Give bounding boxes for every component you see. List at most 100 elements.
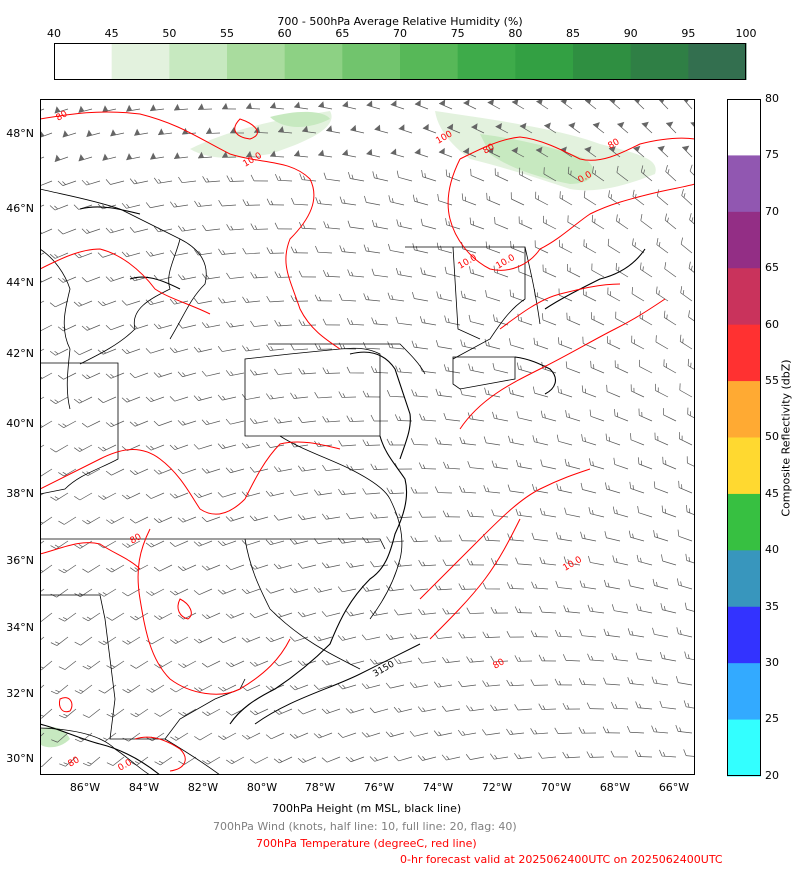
wind-barb <box>158 128 173 136</box>
wind-barb <box>362 439 381 446</box>
wind-barb <box>514 606 533 614</box>
wind-barb <box>632 189 645 206</box>
wind-barb <box>273 563 293 570</box>
wind-barb <box>121 251 141 258</box>
wind-barb <box>126 153 141 161</box>
wind-barb <box>507 484 525 494</box>
wind-barb <box>566 312 581 326</box>
wind-barb <box>435 437 453 446</box>
wind-barb <box>567 166 581 182</box>
humidity-tick-label: 50 <box>162 27 177 40</box>
wind-barb <box>411 389 429 398</box>
wind-barb <box>249 612 269 619</box>
wind-barb <box>679 383 693 398</box>
reflectivity-colorbar-swatch <box>727 606 761 664</box>
wind-barb <box>338 440 357 447</box>
wind-barb <box>201 612 221 620</box>
wind-barb <box>542 264 557 278</box>
wind-barb <box>581 385 597 398</box>
wind-barb <box>385 682 405 689</box>
wind-barb <box>370 366 389 374</box>
wind-barb <box>484 338 501 350</box>
wind-barb <box>169 298 189 305</box>
longitude-label: 82°W <box>187 781 219 794</box>
wind-barb <box>110 129 125 137</box>
wind-barb <box>613 457 629 470</box>
wind-barb <box>612 555 629 566</box>
humidity-colorbar-swatch <box>688 43 747 80</box>
wind-barb <box>217 443 237 449</box>
wind-barb <box>458 583 477 590</box>
wind-barb <box>58 468 77 477</box>
wind-barb <box>129 564 149 572</box>
wind-barb <box>369 707 389 714</box>
wind-barb <box>386 487 405 494</box>
wind-barb <box>321 513 341 520</box>
wind-barb <box>567 264 581 278</box>
wind-barb <box>543 215 557 230</box>
wind-barb <box>226 272 245 279</box>
wind-barb <box>347 269 365 278</box>
wind-barb <box>684 602 695 614</box>
wind-barb <box>387 292 405 302</box>
wind-barb <box>150 152 165 160</box>
wind-barb <box>40 516 53 526</box>
wind-barb <box>388 243 405 254</box>
wind-barb <box>121 202 141 209</box>
wind-barb <box>588 507 605 518</box>
wind-barb <box>146 636 165 645</box>
wind-barb <box>221 151 237 158</box>
wind-barb <box>510 192 525 206</box>
wind-barb <box>122 684 141 694</box>
wind-barb <box>145 250 165 257</box>
wind-barb <box>535 191 549 206</box>
wind-barb <box>145 348 165 354</box>
wind-barb <box>57 228 77 235</box>
wind-barb <box>201 708 221 716</box>
wind-barb <box>560 99 573 110</box>
wind-barb <box>583 239 597 254</box>
wind-barb <box>442 510 461 518</box>
humidity-tick-label: 90 <box>623 27 638 40</box>
wind-barb <box>58 612 77 622</box>
latitude-label: 40°N <box>6 417 34 430</box>
wind-barb <box>361 634 381 641</box>
wind-barb <box>225 321 245 328</box>
wind-barb <box>274 271 293 278</box>
wind-barb <box>610 750 629 758</box>
wind-barb <box>193 395 213 401</box>
wind-barb <box>74 684 93 694</box>
wind-barb <box>313 538 333 545</box>
wind-barb <box>49 396 69 404</box>
humidity-colorbar-swatch <box>573 43 632 80</box>
wind-barb <box>677 578 693 590</box>
wind-barb <box>460 290 477 302</box>
wind-barb <box>611 701 629 710</box>
wind-barb <box>681 145 693 158</box>
wind-barb <box>583 190 597 206</box>
wind-barb <box>241 491 261 498</box>
wind-barb <box>519 167 533 182</box>
wind-barb <box>273 466 293 473</box>
wind-barb <box>418 511 437 518</box>
wind-barb <box>633 145 645 158</box>
contour-label: 10.0 <box>457 253 480 272</box>
wind-barb <box>683 700 695 710</box>
wind-barb <box>564 507 581 518</box>
wind-barb <box>129 468 149 476</box>
wind-barb <box>134 128 149 136</box>
wind-barb <box>684 651 695 662</box>
wind-barb <box>606 384 621 398</box>
wind-barb <box>346 318 365 326</box>
wind-barb <box>345 659 365 665</box>
wind-barb <box>122 636 141 645</box>
wind-barb <box>82 564 101 573</box>
wind-barb <box>82 708 101 718</box>
wind-barb <box>129 324 149 330</box>
wind-barb <box>290 392 309 399</box>
wind-barb <box>417 755 437 761</box>
wind-barb <box>273 660 293 667</box>
wind-barb <box>655 286 669 302</box>
wind-barb <box>129 178 149 185</box>
wind-barb <box>469 217 485 230</box>
